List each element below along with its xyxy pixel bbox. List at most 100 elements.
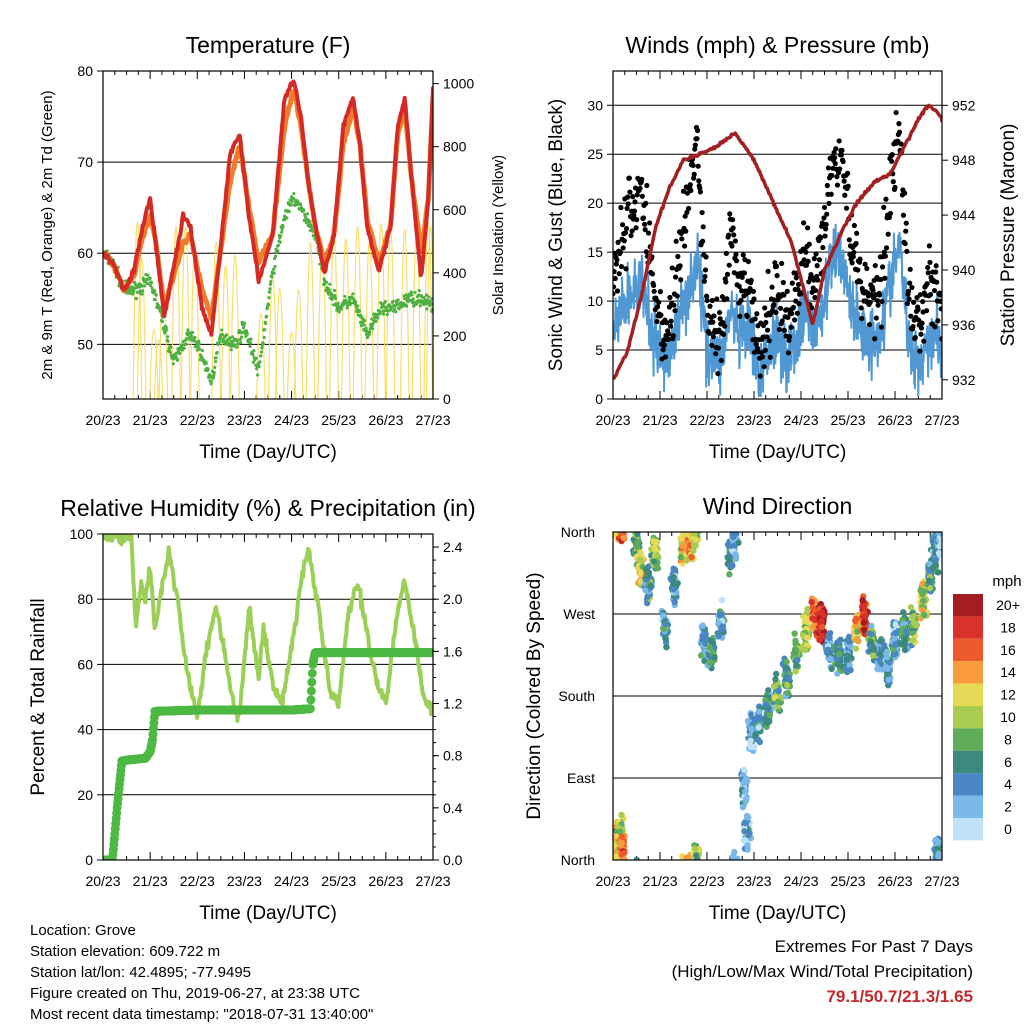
gust-point: [633, 225, 639, 231]
dewpoint-point: [365, 335, 370, 340]
gust-point: [613, 284, 617, 290]
gust-point: [908, 313, 914, 319]
gust-point: [812, 294, 818, 301]
dewpoint-point: [197, 339, 201, 343]
dewpoint-point: [209, 379, 214, 384]
gust-point: [907, 266, 913, 272]
dewpoint-point: [427, 295, 431, 299]
gust-point: [774, 273, 780, 279]
direction-point: [650, 558, 658, 565]
dewpoint-point: [251, 360, 255, 364]
x-tick-label: 26/23: [877, 412, 912, 428]
direction-point: [755, 724, 762, 731]
direction-point: [620, 534, 627, 542]
gust-point: [684, 209, 690, 216]
dewpoint-point: [212, 373, 216, 377]
gust-point: [674, 293, 680, 299]
figure-created: Figure created on Thu, 2019-06-27, at 23…: [30, 985, 360, 1002]
y2-tick-label: 200: [443, 328, 467, 344]
gust-point: [753, 341, 759, 347]
gust-point: [658, 312, 664, 318]
direction-point: [885, 659, 893, 666]
station-location: Location: Grove: [30, 922, 136, 939]
speed-legend: mph 20+ 18 16 14 12 10 8 6 4 2 0: [953, 573, 1022, 841]
dewpoint-point: [255, 367, 259, 371]
y2-tick-label: 600: [443, 202, 467, 218]
direction-point: [909, 636, 917, 644]
gust-point: [816, 257, 823, 263]
direction-point: [775, 687, 782, 695]
dewpoint-point: [206, 367, 210, 371]
direction-point: [828, 665, 835, 673]
y-tick-label: 80: [77, 591, 93, 607]
gust-point: [769, 284, 775, 290]
gust-point: [761, 364, 767, 370]
y-tick-label: 40: [77, 722, 93, 738]
dewpoint-point: [373, 316, 377, 320]
solar-spike: [256, 312, 266, 399]
gust-point: [832, 160, 838, 167]
dewpoint-point: [142, 284, 147, 288]
dewpoint-point: [355, 304, 360, 308]
gust-point: [829, 172, 835, 179]
dewpoint-point: [258, 360, 262, 364]
direction-point: [803, 634, 811, 641]
direction-series: [613, 532, 942, 860]
gust-point: [667, 294, 673, 301]
gust-point: [697, 189, 704, 195]
chart-title: Relative Humidity (%) & Precipitation (i…: [60, 495, 475, 521]
gust-point: [779, 318, 785, 324]
gust-point: [762, 347, 768, 353]
gust-point: [870, 287, 876, 293]
gust-point: [649, 271, 656, 277]
direction-point: [618, 851, 625, 858]
direction-point: [765, 687, 772, 694]
dewpoint-point: [224, 333, 229, 337]
y2-tick-label: 400: [443, 265, 467, 281]
recent-timestamp: Most recent data timestamp: "2018-07-31 …: [30, 1006, 374, 1023]
gust-point: [792, 317, 798, 323]
y2-tick-label: 0.4: [443, 800, 463, 816]
y2-tick-label: 948: [952, 152, 976, 168]
rainfall-point: [305, 704, 315, 714]
direction-point: [690, 532, 698, 537]
direction-point: [836, 637, 843, 645]
direction-point: [660, 625, 667, 632]
direction-point: [921, 611, 928, 619]
direction-point: [747, 743, 754, 751]
gust-point: [631, 208, 638, 214]
gust-point: [882, 275, 888, 281]
direction-point: [919, 580, 926, 588]
direction-point: [932, 556, 939, 563]
gust-point: [645, 230, 652, 236]
gust-point: [806, 241, 812, 247]
dewpoint-point: [336, 304, 340, 308]
dewpoint-point: [233, 343, 237, 347]
gust-point: [776, 326, 782, 333]
dewpoint-point: [380, 303, 385, 307]
gust-point: [751, 296, 757, 302]
dewpoint-point: [332, 288, 337, 293]
direction-point: [741, 828, 748, 835]
x-tick-label: 26/23: [368, 412, 403, 428]
temp-2m-line: [103, 79, 433, 337]
gust-point: [903, 220, 909, 226]
direction-point: [868, 622, 875, 630]
dewpoint-point: [236, 342, 240, 346]
direction-point: [771, 683, 779, 690]
extremes-heading: Extremes For Past 7 Days: [774, 937, 973, 956]
dewpoint-point: [132, 289, 136, 293]
gust-point: [813, 251, 819, 257]
gust-point: [723, 279, 729, 285]
x-tick-label: 27/23: [924, 873, 959, 889]
direction-point: [718, 596, 726, 604]
gust-point: [675, 253, 681, 260]
direction-point: [804, 605, 811, 613]
chart-title: Temperature (F): [186, 32, 351, 58]
gust-point: [729, 217, 736, 223]
dewpoint-point: [425, 307, 429, 311]
gust-point: [819, 220, 825, 226]
dewpoint-point: [215, 350, 219, 355]
gust-point: [668, 318, 674, 324]
gust-point: [801, 220, 807, 226]
